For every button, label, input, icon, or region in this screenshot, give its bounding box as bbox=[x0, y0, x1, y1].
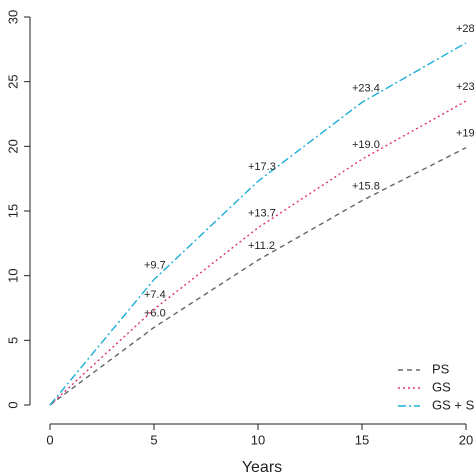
y-tick-label: 25 bbox=[5, 74, 20, 88]
y-tick-label: 10 bbox=[5, 268, 20, 282]
y-tick-label: 30 bbox=[5, 10, 20, 24]
value-label: +17.3 bbox=[248, 161, 276, 173]
value-label: +28 bbox=[456, 23, 474, 35]
x-tick-label: 0 bbox=[46, 432, 53, 447]
value-label: +13.7 bbox=[248, 208, 276, 220]
x-tick-label: 10 bbox=[251, 432, 265, 447]
series-line bbox=[49, 147, 467, 406]
value-label: +7.4 bbox=[144, 289, 166, 301]
x-tick-label: 20 bbox=[459, 432, 473, 447]
legend-label: PS bbox=[432, 361, 450, 376]
value-label: +19.0 bbox=[352, 139, 380, 151]
series-line bbox=[49, 100, 467, 406]
value-label: +15.8 bbox=[352, 181, 380, 193]
value-label: +9.7 bbox=[144, 259, 166, 271]
value-label: +11.2 bbox=[248, 240, 275, 252]
y-tick-label: 5 bbox=[5, 337, 20, 344]
x-tick-label: 5 bbox=[150, 432, 157, 447]
value-label: +23.4 bbox=[352, 82, 380, 94]
value-label: +23 bbox=[456, 81, 474, 93]
legend-label: GS bbox=[432, 379, 451, 394]
y-tick-label: 20 bbox=[5, 139, 20, 153]
y-tick-label: 15 bbox=[5, 204, 20, 218]
series-line bbox=[49, 42, 467, 406]
x-axis-label: Years bbox=[242, 459, 282, 474]
value-label: +19 bbox=[456, 128, 474, 140]
value-label: +6.0 bbox=[144, 307, 166, 319]
legend-label: GS + S bbox=[432, 397, 474, 412]
y-tick-label: 0 bbox=[5, 401, 20, 408]
x-tick-label: 15 bbox=[355, 432, 369, 447]
